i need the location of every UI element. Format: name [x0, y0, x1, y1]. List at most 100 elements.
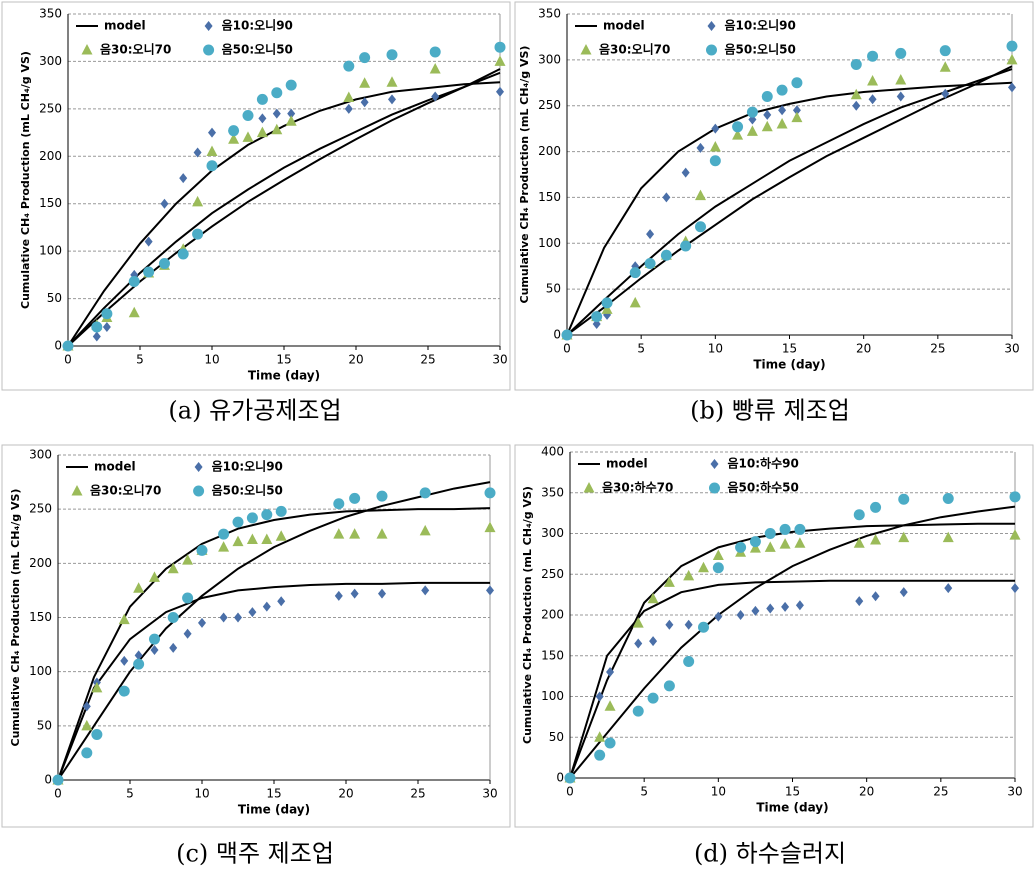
x-tick-label: 0 — [54, 787, 62, 801]
x-axis-label: Time (day) — [756, 801, 828, 815]
legend-label: 음30:오니70 — [100, 42, 171, 57]
point — [662, 192, 671, 203]
point — [82, 701, 91, 712]
legend-swatch — [706, 44, 717, 56]
point — [896, 91, 905, 102]
point — [698, 561, 709, 573]
point — [870, 534, 882, 545]
point — [344, 103, 353, 114]
point — [663, 680, 675, 692]
x-tick-label: 30 — [1007, 785, 1022, 799]
point — [591, 311, 603, 323]
point — [148, 633, 160, 645]
y-tick-label: 50 — [549, 730, 564, 744]
point — [198, 617, 206, 628]
y-tick-label: 0 — [54, 339, 62, 353]
panel-border — [1, 1, 511, 391]
point — [634, 638, 643, 649]
model-curve — [569, 505, 1016, 779]
y-tick-label: 200 — [39, 149, 62, 163]
point — [158, 257, 170, 269]
point — [795, 600, 804, 611]
legend-label: model — [104, 19, 146, 33]
point — [91, 729, 103, 740]
point — [208, 127, 216, 138]
point — [604, 700, 616, 711]
point — [646, 229, 655, 240]
point — [182, 554, 194, 565]
point — [746, 106, 758, 118]
point — [376, 528, 388, 539]
point — [148, 571, 160, 582]
legend-label: 음10:오니90 — [725, 18, 796, 33]
x-tick-label: 20 — [859, 785, 874, 799]
point — [486, 585, 494, 596]
y-tick-label: 200 — [541, 608, 564, 622]
legend-swatch — [204, 21, 213, 31]
x-tick-label: 15 — [785, 785, 800, 799]
model-curve — [67, 68, 501, 347]
x-tick-label: 10 — [204, 353, 219, 367]
chart-panel: 0 50 100 150 200 250 300 350 400 0 5 10 15 20 25 30 Time… — [514, 444, 1034, 868]
point — [696, 142, 705, 153]
point — [766, 603, 775, 614]
point — [376, 490, 388, 502]
point — [749, 536, 761, 548]
point — [386, 49, 398, 61]
point — [429, 46, 441, 58]
point — [791, 111, 803, 123]
y-tick-label: 100 — [29, 664, 52, 678]
y-tick-label: 150 — [541, 648, 564, 662]
point — [378, 588, 386, 599]
point — [92, 331, 101, 342]
panel-border — [514, 1, 1034, 391]
point — [271, 87, 283, 99]
y-tick-label: 100 — [538, 236, 561, 250]
caption: (b) 빵류 제조업 — [690, 397, 850, 425]
point — [62, 340, 74, 352]
point — [429, 63, 441, 74]
legend-item: 음30:오니70 — [81, 42, 171, 57]
y-tick-label: 100 — [39, 244, 62, 258]
point — [647, 692, 659, 704]
point — [1006, 53, 1018, 65]
y-axis-label: Cumulative CH₄ Production (mL CH₄/g VS) — [9, 489, 22, 747]
legend-item: 음30:오니70 — [71, 483, 161, 498]
legend-item: 음30:하수70 — [583, 480, 673, 495]
point — [746, 125, 758, 136]
point — [1011, 583, 1019, 594]
model-curve — [566, 68, 1013, 336]
y-tick-label: 50 — [47, 291, 62, 305]
legend-swatch — [194, 462, 203, 472]
point — [1008, 82, 1016, 93]
x-tick-label: 0 — [566, 785, 574, 799]
point — [431, 91, 440, 102]
point — [219, 612, 228, 623]
legend-swatch — [709, 482, 720, 494]
point — [871, 591, 880, 602]
x-tick-label: 10 — [708, 342, 723, 356]
point — [712, 549, 724, 561]
x-tick-label: 10 — [194, 787, 209, 801]
point — [942, 492, 954, 504]
point — [128, 275, 140, 287]
y-tick-label: 0 — [556, 771, 564, 785]
legend-label: 음50:오니50 — [222, 42, 293, 57]
point — [898, 493, 910, 505]
legend-swatch — [203, 44, 215, 56]
y-tick-label: 100 — [541, 689, 564, 703]
legend-item: 음10:오니90 — [707, 18, 796, 33]
x-tick-label: 25 — [930, 342, 945, 356]
point — [183, 628, 192, 639]
point — [81, 719, 93, 731]
point — [735, 541, 747, 553]
legend-label: 음30:오니70 — [599, 42, 670, 57]
point — [261, 509, 273, 521]
point — [629, 296, 641, 308]
y-tick-label: 150 — [538, 190, 561, 204]
y-tick-label: 300 — [39, 54, 62, 68]
point — [761, 91, 773, 103]
point — [258, 113, 267, 124]
point — [681, 167, 690, 178]
